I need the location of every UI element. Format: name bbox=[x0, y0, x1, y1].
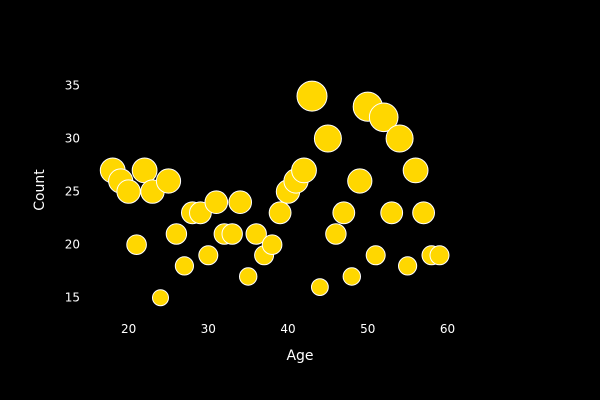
y-axis-title: Count bbox=[32, 169, 48, 211]
y-tick-label: 20 bbox=[65, 238, 80, 252]
scatter-point bbox=[380, 201, 404, 225]
scatter-point bbox=[165, 223, 188, 245]
scatter-point bbox=[412, 201, 436, 225]
scatter-point bbox=[311, 278, 329, 297]
scatter-point bbox=[131, 157, 158, 184]
scatter-point bbox=[198, 245, 219, 266]
scatter-point bbox=[368, 102, 399, 133]
y-tick-label: 15 bbox=[65, 291, 80, 305]
scatter-point bbox=[155, 168, 182, 194]
y-tick-label: 25 bbox=[65, 185, 80, 199]
scatter-point bbox=[221, 223, 243, 245]
x-tick-label: 20 bbox=[121, 322, 136, 336]
scatter-point bbox=[365, 245, 386, 266]
scatter-point bbox=[332, 201, 356, 225]
scatter-point bbox=[402, 157, 429, 184]
scatter-point bbox=[116, 179, 141, 204]
x-tick-label: 60 bbox=[440, 322, 455, 336]
y-axis-ticks: 15 20 25 30 35 bbox=[65, 79, 80, 305]
scatter-point bbox=[291, 157, 317, 184]
x-axis-title: Age bbox=[286, 348, 313, 364]
x-tick-label: 50 bbox=[360, 322, 375, 336]
scatter-point bbox=[429, 245, 450, 266]
scatter-point bbox=[245, 223, 267, 245]
scatter-point bbox=[239, 267, 258, 286]
x-axis-ticks: 20 30 40 50 60 bbox=[121, 322, 455, 336]
scatter-point bbox=[268, 201, 292, 225]
x-tick-label: 40 bbox=[280, 322, 295, 336]
y-tick-label: 30 bbox=[65, 132, 80, 146]
scatter-point bbox=[261, 234, 283, 255]
scatter-point bbox=[152, 289, 169, 307]
scatter-point bbox=[126, 234, 147, 255]
scatter-point bbox=[325, 223, 347, 245]
scatter-points bbox=[99, 80, 450, 307]
scatter-point bbox=[296, 80, 328, 112]
scatter-point bbox=[204, 190, 229, 214]
scatter-point bbox=[398, 256, 418, 276]
scatter-point bbox=[313, 124, 342, 153]
scatter-point bbox=[347, 168, 373, 194]
x-tick-label: 30 bbox=[201, 322, 216, 336]
scatter-point bbox=[228, 190, 252, 214]
scatter-point bbox=[342, 267, 361, 286]
scatter-point bbox=[174, 256, 194, 276]
y-tick-label: 35 bbox=[65, 79, 80, 93]
scatter-point bbox=[385, 124, 414, 153]
